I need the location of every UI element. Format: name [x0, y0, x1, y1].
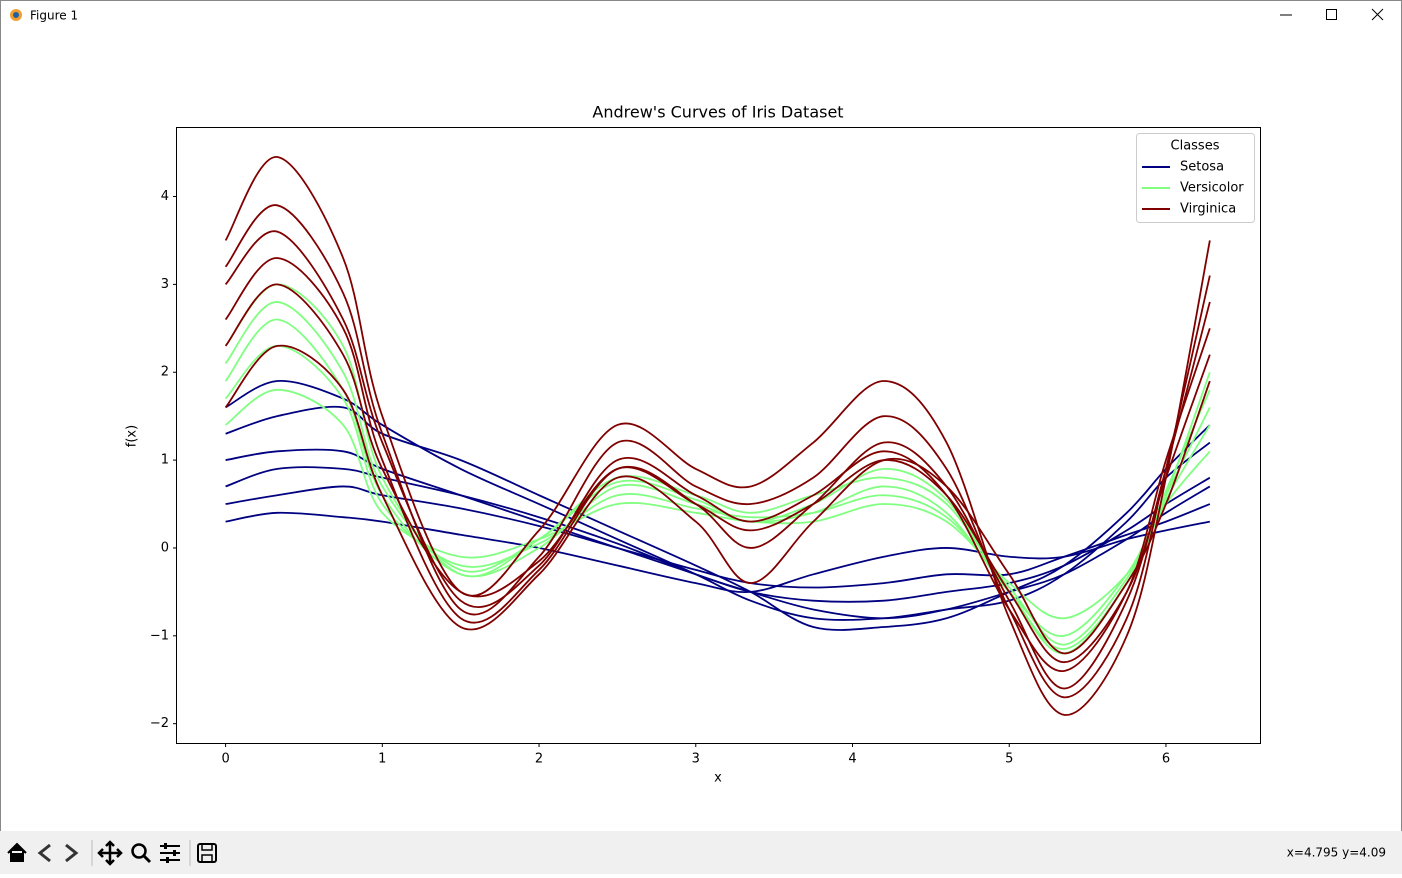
x-tick-label: 4 [848, 752, 856, 767]
chart-title: Andrew's Curves of Iris Dataset [592, 103, 843, 122]
legend-label: Setosa [1180, 160, 1224, 175]
zoom-button[interactable] [131, 843, 152, 864]
x-tick-label: 2 [535, 752, 543, 767]
legend-box [1136, 133, 1255, 223]
x-tick-label: 6 [1162, 752, 1170, 767]
y-tick-label: −1 [150, 628, 169, 643]
x-axis-label: x [714, 771, 722, 786]
status-text: x=4.795 y=4.09 [1287, 846, 1386, 860]
curve [224, 257, 1211, 690]
plot-area [176, 127, 1261, 744]
maximize-button[interactable] [1326, 9, 1337, 20]
save-button[interactable] [197, 843, 217, 863]
toolbar [0, 831, 1402, 874]
y-tick-label: 0 [161, 540, 169, 555]
curve [224, 344, 1211, 646]
y-tick-label: 1 [161, 453, 169, 468]
y-tick-label: 2 [161, 365, 169, 380]
y-tick-label: 3 [161, 277, 169, 292]
curve [224, 283, 1211, 664]
home-button[interactable] [7, 842, 27, 862]
curve [224, 230, 1211, 672]
legend-title: Classes [1171, 139, 1220, 154]
x-tick-label: 1 [378, 752, 386, 767]
window-title: Figure 1 [30, 9, 78, 23]
back-button[interactable] [37, 843, 51, 863]
y-tick-label: 4 [161, 189, 169, 204]
x-tick-label: 0 [221, 752, 229, 767]
curve [224, 156, 1211, 716]
curve [224, 344, 1211, 655]
legend-label: Versicolor [1180, 181, 1244, 196]
legend-label: Virginica [1180, 202, 1236, 217]
y-axis-label: f(x) [125, 425, 140, 447]
close-button[interactable] [1371, 8, 1384, 21]
plot-content [224, 156, 1211, 716]
configure-button[interactable] [160, 843, 180, 863]
curve [225, 405, 1211, 631]
curve [224, 204, 1211, 699]
x-tick-label: 3 [692, 752, 700, 767]
pan-button[interactable] [97, 840, 123, 866]
forward-button[interactable] [65, 843, 79, 863]
app-icon [10, 9, 22, 21]
x-tick-label: 5 [1005, 752, 1013, 767]
y-tick-label: −2 [150, 716, 169, 731]
